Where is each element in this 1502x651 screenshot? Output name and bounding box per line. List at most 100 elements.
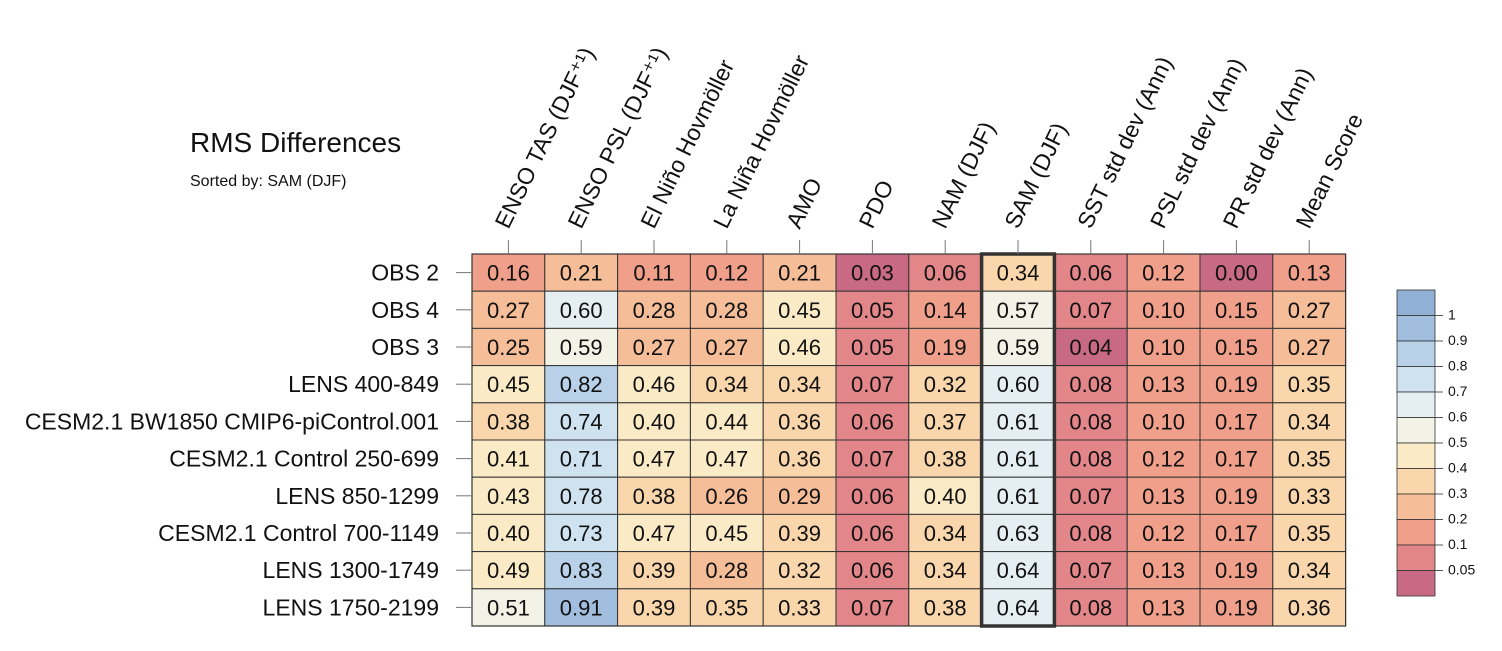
heatmap-cell bbox=[908, 327, 983, 367]
cell-value: 0.27 bbox=[487, 298, 530, 323]
cell-value: 0.00 bbox=[1215, 261, 1258, 286]
heatmap-cell bbox=[1126, 551, 1201, 590]
heatmap-cell bbox=[908, 588, 983, 627]
cell-value: 0.82 bbox=[560, 372, 603, 397]
cell-value: 0.13 bbox=[1142, 595, 1185, 620]
cell-value: 0.06 bbox=[924, 261, 967, 286]
grid-border bbox=[471, 253, 1347, 627]
cell-value: 0.33 bbox=[1288, 484, 1331, 509]
cell-value: 0.06 bbox=[851, 558, 894, 583]
cell-value: 0.10 bbox=[1142, 335, 1185, 360]
cell-value: 0.64 bbox=[997, 595, 1040, 620]
colorbar-segment bbox=[1396, 570, 1436, 597]
cell-value: 0.37 bbox=[924, 409, 967, 434]
heatmap-cell bbox=[544, 588, 619, 627]
row-label: OBS 4 bbox=[371, 297, 439, 323]
heatmap-cell bbox=[544, 513, 619, 553]
cell-value: 0.28 bbox=[705, 558, 748, 583]
row-label: OBS 2 bbox=[371, 260, 439, 286]
cell-value: 0.06 bbox=[851, 484, 894, 509]
colorbar-segment bbox=[1396, 519, 1436, 546]
cell-value: 0.73 bbox=[560, 521, 603, 546]
heatmap-cell bbox=[1053, 253, 1128, 292]
heatmap-cell bbox=[471, 253, 546, 292]
cell-value: 0.59 bbox=[560, 335, 603, 360]
cell-value: 0.34 bbox=[997, 261, 1040, 286]
cell-value: 0.26 bbox=[705, 484, 748, 509]
heatmap-cell bbox=[689, 551, 764, 590]
heatmap-cell bbox=[981, 513, 1055, 553]
heatmap-cell bbox=[471, 365, 546, 404]
heatmap-cell bbox=[689, 290, 764, 329]
cell-value: 0.25 bbox=[487, 335, 530, 360]
cell-value: 0.45 bbox=[705, 521, 748, 546]
cell-value: 0.83 bbox=[560, 558, 603, 583]
heatmap-cell bbox=[1126, 290, 1201, 329]
cell-value: 0.10 bbox=[1142, 409, 1185, 434]
colorbar-segment bbox=[1396, 442, 1436, 469]
cell-value: 0.13 bbox=[1142, 484, 1185, 509]
row-label: LENS 1750-2199 bbox=[263, 594, 439, 620]
heatmap-cell bbox=[1272, 439, 1347, 478]
column-label: NAM (DJF) bbox=[926, 117, 1000, 232]
colorbar-label: 0.6 bbox=[1448, 409, 1468, 425]
cell-value: 0.36 bbox=[778, 447, 821, 472]
column-label: Mean Score bbox=[1290, 109, 1368, 232]
colorbar-label: 0.3 bbox=[1448, 485, 1468, 501]
heatmap-cell bbox=[1199, 402, 1274, 441]
cell-value: 0.34 bbox=[705, 372, 748, 397]
cell-value: 0.47 bbox=[633, 521, 676, 546]
cell-value: 0.34 bbox=[924, 558, 967, 583]
heatmap-cell bbox=[1053, 588, 1128, 627]
row-label: CESM2.1 BW1850 CMIP6-piControl.001 bbox=[25, 408, 439, 434]
row-label: CESM2.1 Control 250-699 bbox=[169, 446, 439, 472]
heatmap-cell bbox=[689, 513, 764, 553]
heatmap-cell bbox=[762, 551, 837, 590]
cell-value: 0.14 bbox=[924, 298, 967, 323]
cell-value: 0.13 bbox=[1142, 558, 1185, 583]
heatmap-cell bbox=[981, 402, 1055, 441]
cell-value: 0.45 bbox=[778, 298, 821, 323]
cell-value: 0.06 bbox=[851, 521, 894, 546]
colorbar-label: 0.2 bbox=[1448, 511, 1468, 527]
colorbar-segment bbox=[1396, 544, 1436, 571]
cell-value: 0.07 bbox=[1069, 484, 1112, 509]
cell-value: 0.12 bbox=[1142, 261, 1185, 286]
cell-value: 0.27 bbox=[1288, 298, 1331, 323]
cell-value: 0.41 bbox=[487, 447, 530, 472]
cell-value: 0.33 bbox=[778, 595, 821, 620]
heatmap-cell bbox=[617, 551, 691, 590]
cell-value: 0.40 bbox=[924, 484, 967, 509]
heatmap-cell bbox=[981, 588, 1055, 627]
cell-value: 0.19 bbox=[1215, 558, 1258, 583]
cell-value: 0.40 bbox=[633, 409, 676, 434]
cell-value: 0.63 bbox=[997, 521, 1040, 546]
cell-value: 0.38 bbox=[633, 484, 676, 509]
cell-value: 0.44 bbox=[705, 409, 748, 434]
heatmap-cell bbox=[471, 513, 546, 553]
cell-value: 0.35 bbox=[1288, 447, 1331, 472]
heatmap-cell bbox=[835, 551, 910, 590]
heatmap-cell bbox=[689, 402, 764, 441]
column-label: AMO bbox=[781, 174, 827, 232]
chart-subtitle: Sorted by: SAM (DJF) bbox=[190, 173, 347, 190]
cell-value: 0.05 bbox=[851, 335, 894, 360]
cell-value: 0.15 bbox=[1215, 298, 1258, 323]
cell-value: 0.12 bbox=[705, 261, 748, 286]
cell-value: 0.64 bbox=[997, 558, 1040, 583]
cell-value: 0.34 bbox=[924, 521, 967, 546]
cell-value: 0.05 bbox=[851, 298, 894, 323]
cell-value: 0.17 bbox=[1215, 521, 1258, 546]
cell-value: 0.35 bbox=[1288, 372, 1331, 397]
heatmap-cell bbox=[617, 476, 691, 515]
column-label: PDO bbox=[854, 176, 899, 232]
cell-value: 0.36 bbox=[778, 409, 821, 434]
colorbar-segment bbox=[1396, 391, 1436, 418]
cell-value: 0.08 bbox=[1069, 447, 1112, 472]
heatmap-cell bbox=[1199, 513, 1274, 553]
heatmap-cell bbox=[1272, 513, 1347, 553]
heatmap-cell bbox=[544, 439, 619, 478]
colorbar-segment bbox=[1396, 417, 1436, 444]
cell-value: 0.32 bbox=[778, 558, 821, 583]
cell-value: 0.17 bbox=[1215, 447, 1258, 472]
